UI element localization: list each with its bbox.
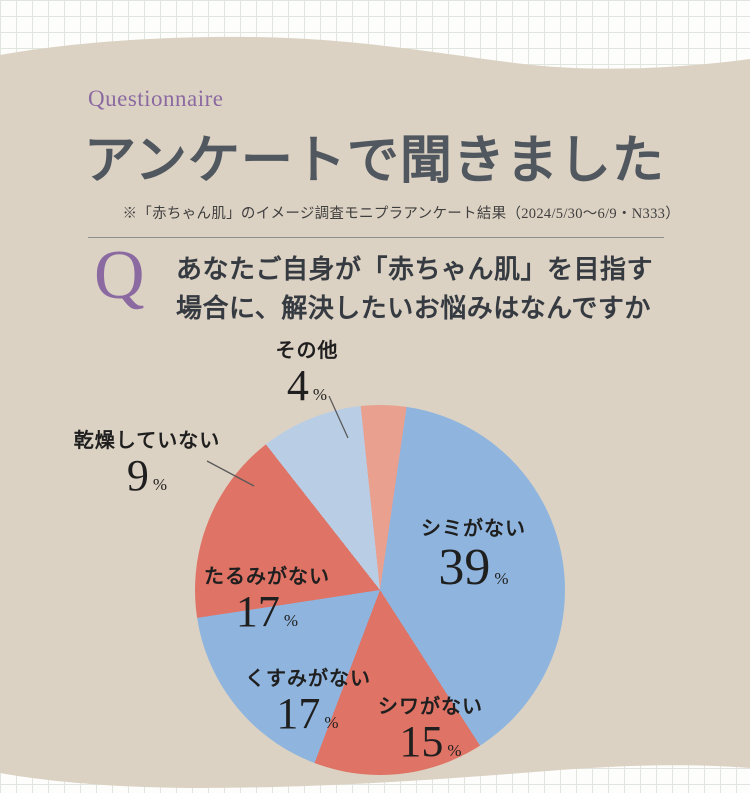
percent-sign: % [152, 475, 168, 494]
pie-label-no-spots: シミがない 39% [416, 512, 531, 596]
survey-note: ※「赤ちゃん肌」のイメージ調査モニプラアンケート結果（2024/5/30～6/9… [122, 206, 680, 222]
pie-label-text: くすみがない [245, 668, 371, 690]
question-mark: Q [94, 237, 145, 314]
pie-chart [195, 405, 565, 775]
pie-label-text: たるみがない [204, 566, 330, 588]
pie-value-number: 15 [399, 717, 444, 766]
pie-label-not-dry: 乾燥していない 9% [67, 424, 227, 499]
percent-sign: % [324, 713, 339, 732]
percent-sign: % [494, 569, 509, 588]
pie-value: 4% [247, 361, 367, 410]
pie-value-number: 39 [438, 539, 491, 596]
pie-label-text: 乾燥していない [73, 430, 221, 452]
percent-sign: % [312, 385, 328, 404]
question-line-1: あなたご自身が「赤ちゃん肌」を目指す [176, 255, 654, 284]
pie-value: 17% [203, 587, 331, 636]
pie-label-no-wrinkles: シワがない 15% [378, 690, 483, 765]
pie-label-text: シワがない [378, 696, 483, 718]
pie-value: 17% [245, 689, 370, 738]
pie-label-text: その他 [275, 340, 339, 362]
pie-value: 9% [67, 451, 227, 500]
pie-value-number: 17 [276, 689, 321, 738]
questionnaire-badge: Questionnaire [88, 86, 224, 111]
pie-value-number: 9 [126, 451, 149, 500]
question-line-2: 場合に、解決したいお悩みはなんですか [176, 294, 651, 323]
pie-label-text: シミがない [421, 518, 526, 540]
pie-value: 15% [378, 717, 483, 766]
pie-value-number: 4 [286, 361, 309, 410]
page-title: アンケートで聞きました [84, 133, 665, 190]
divider [88, 237, 664, 238]
pie-label-no-dullness: くすみがない 17% [245, 662, 370, 737]
pie-label-other: その他 4% [247, 334, 367, 409]
percent-sign: % [283, 611, 299, 630]
question-text: あなたご自身が「赤ちゃん肌」を目指す 場合に、解決したいお悩みはなんですか [176, 250, 653, 328]
pie-value: 39% [416, 539, 531, 596]
pie-value-number: 17 [235, 587, 280, 636]
pie-label-no-sagging: たるみがない 17% [203, 560, 331, 635]
percent-sign: % [447, 741, 462, 760]
